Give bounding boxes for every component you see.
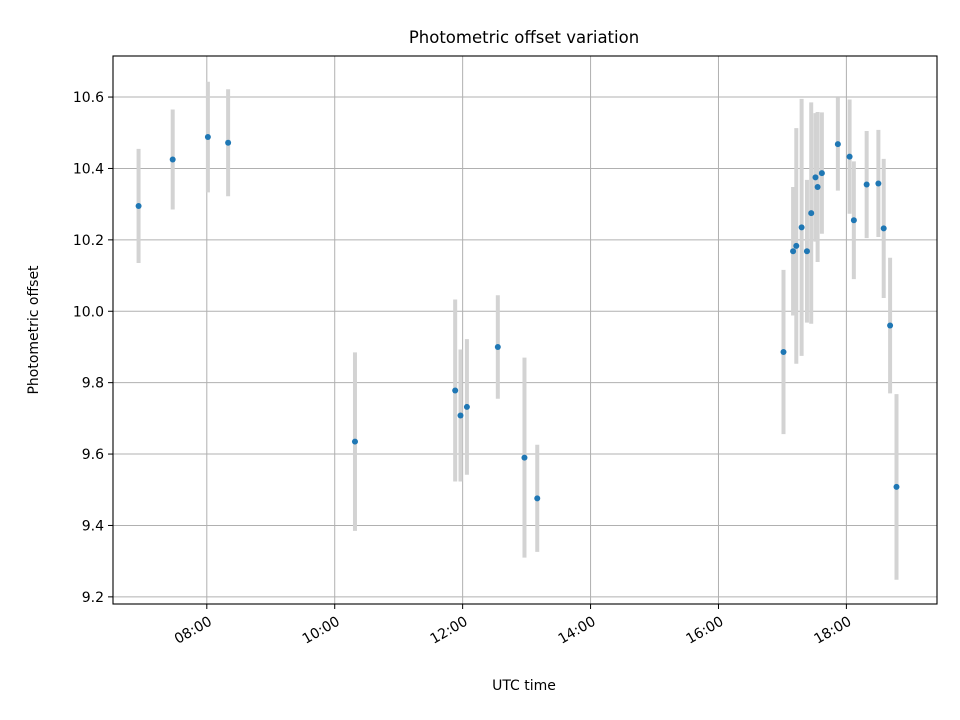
y-tick-label: 9.6 — [82, 447, 104, 463]
data-point — [887, 322, 894, 329]
data-point — [169, 156, 176, 163]
data-point — [812, 174, 819, 181]
y-tick-label: 10.4 — [73, 161, 104, 177]
data-point — [521, 454, 528, 461]
data-point — [893, 483, 900, 490]
data-point — [803, 248, 810, 255]
chart-title: Photometric offset variation — [409, 28, 639, 47]
data-point — [534, 495, 541, 502]
x-axis-label: UTC time — [492, 678, 556, 694]
y-tick-label: 10.0 — [73, 304, 104, 320]
data-point — [135, 202, 142, 209]
data-point — [494, 343, 501, 350]
data-point — [204, 134, 211, 141]
data-point — [793, 242, 800, 249]
data-point — [798, 224, 805, 231]
data-point — [880, 225, 887, 232]
y-axis-label: Photometric offset — [26, 265, 42, 395]
data-point — [846, 153, 853, 160]
data-point — [808, 210, 815, 217]
data-point — [790, 248, 797, 255]
data-point — [452, 387, 459, 394]
y-axis-ticks: 9.2 9.4 9.6 9.8 10.0 10.2 10.4 10.6 — [73, 90, 113, 606]
data-point — [818, 170, 825, 177]
y-tick-label: 10.2 — [73, 233, 104, 249]
data-point — [863, 181, 870, 188]
data-point — [780, 348, 787, 355]
data-point — [457, 412, 464, 419]
data-point — [351, 438, 358, 445]
data-point — [225, 139, 232, 146]
y-tick-label: 9.2 — [82, 590, 104, 606]
plot-frame — [112, 55, 938, 605]
data-point — [850, 217, 857, 224]
data-point — [814, 184, 821, 191]
data-point — [463, 403, 470, 410]
y-tick-label: 10.6 — [73, 90, 104, 106]
data-points — [135, 134, 900, 502]
data-point — [834, 141, 841, 148]
y-tick-label: 9.4 — [82, 518, 104, 534]
data-point — [875, 180, 882, 187]
y-tick-label: 9.8 — [82, 376, 104, 392]
